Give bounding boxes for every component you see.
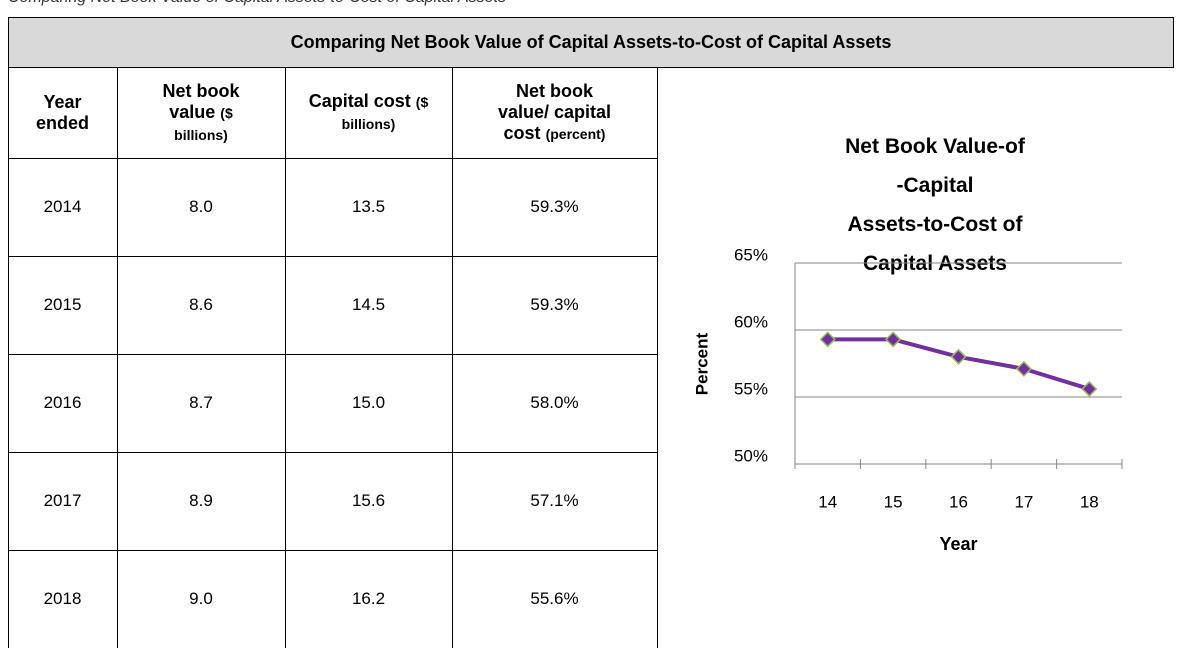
x-tick-label: 15 — [884, 492, 903, 511]
x-tick-label: 16 — [949, 492, 968, 511]
col-line — [452, 68, 453, 648]
table-cell: 15.0 — [351, 393, 386, 412]
marker — [1015, 360, 1032, 377]
header-cell: Net book value ($ billions) — [117, 68, 285, 158]
y-tick-label: 60% — [734, 312, 768, 331]
row-line — [8, 550, 657, 551]
y-tick-label: 55% — [734, 379, 768, 398]
row-line — [8, 158, 657, 159]
table-cell: 9.0 — [189, 589, 213, 608]
x-axis-label: Year — [939, 534, 977, 554]
table-cell: 2018 — [43, 589, 82, 608]
table-cell: 15.6 — [351, 491, 386, 510]
header-text: Net book value ($ billions) — [151, 81, 251, 146]
row-line — [8, 452, 657, 453]
table-cell: 16.2 — [351, 589, 386, 608]
row-line — [8, 354, 657, 355]
y-axis-label: Percent — [692, 332, 711, 395]
marker — [950, 348, 967, 365]
col-line — [285, 68, 286, 648]
header-label: Year ended — [35, 92, 89, 133]
header-unit: ($ billions) — [341, 94, 429, 132]
header-cell: Net book value/ capital cost (percent) — [452, 68, 657, 158]
header-unit: (percent) — [545, 126, 606, 142]
table-cell: 58.0% — [530, 393, 579, 412]
table-title: Comparing Net Book Value of Capital Asse… — [290, 32, 892, 52]
table-cell: 14.5 — [351, 295, 386, 314]
marker — [1081, 380, 1098, 398]
header-cell: Year ended — [8, 68, 117, 158]
x-tick-label: 17 — [1014, 492, 1033, 511]
header-text: Year ended — [33, 92, 93, 134]
table-cell: 57.1% — [530, 491, 579, 510]
table-cell: 2014 — [43, 197, 82, 216]
table-cell: 2017 — [43, 491, 82, 510]
caption: Comparing Net Book Value of Capital Asse… — [8, 0, 506, 7]
col-line — [657, 68, 658, 648]
header-label: Net book value/ capital cost — [497, 81, 612, 143]
table-cell: 13.5 — [351, 197, 386, 216]
y-tick-label: 50% — [734, 446, 768, 465]
table-cell: 8.7 — [189, 393, 213, 412]
marker — [885, 331, 902, 348]
table-cell: 59.3% — [530, 295, 579, 314]
x-tick-label: 14 — [818, 492, 837, 511]
row-line — [8, 256, 657, 257]
marker — [819, 331, 836, 348]
table-cell: 59.3% — [530, 197, 579, 216]
header-label: Capital cost — [308, 91, 411, 111]
table-cell: 8.0 — [189, 197, 213, 216]
table-cell: 55.6% — [530, 589, 579, 608]
col-line — [117, 68, 118, 648]
header-cell: Capital cost ($ billions) — [285, 68, 452, 158]
table-cell: 2016 — [43, 393, 82, 412]
col-line — [8, 68, 9, 648]
table-cell: 8.9 — [189, 491, 213, 510]
chart-title: Net Book Value-of -Capital Assets-to-Cost … — [845, 135, 1026, 275]
header-text: Net book value/ capital cost (percent) — [494, 81, 616, 145]
header-label: Net book value — [162, 80, 240, 122]
x-tick-label: 18 — [1080, 492, 1099, 511]
table-cell: 2015 — [43, 295, 82, 314]
table-cell: 8.6 — [189, 295, 213, 314]
header-text: Capital cost ($ billions) — [299, 91, 439, 135]
header-unit: ($ billions) — [174, 104, 233, 143]
title-row — [8, 17, 1174, 68]
y-tick-label: 65% — [734, 245, 768, 264]
